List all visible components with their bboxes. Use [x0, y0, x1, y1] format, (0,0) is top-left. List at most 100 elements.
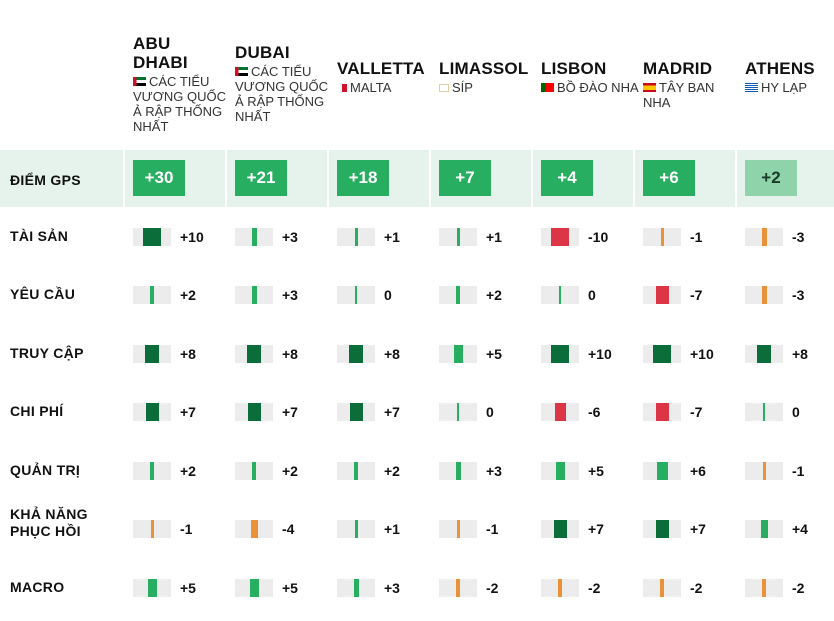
score-bar	[554, 403, 566, 421]
score-value: +8	[792, 346, 808, 362]
score-value: -7	[690, 287, 703, 303]
score-bar	[762, 579, 766, 597]
score-bar-track	[337, 579, 375, 597]
score-bar	[250, 520, 258, 538]
score-bar-track	[439, 403, 477, 421]
score-value: +2	[180, 287, 196, 303]
score-bar-track	[745, 520, 783, 538]
country-line: CÁC TIỂU VƯƠNG QUỐC Ả RẬP THỐNG NHẤT	[235, 64, 335, 124]
score-bar	[247, 403, 261, 421]
score-bar	[150, 286, 154, 304]
country-name: HY LẠP	[761, 80, 808, 95]
score-bar-track	[235, 579, 273, 597]
score-bar	[763, 403, 765, 421]
gps-column-separator	[633, 150, 635, 207]
score-bar	[251, 286, 257, 304]
score-bar-track	[337, 228, 375, 246]
score-bar	[354, 520, 358, 538]
country-name: CÁC TIỂU VƯƠNG QUỐC Ả RẬP THỐNG NHẤT	[133, 74, 227, 134]
score-value: +6	[690, 463, 706, 479]
score-bar	[349, 345, 363, 363]
score-bar-track	[745, 403, 783, 421]
city-name: LIMASSOL	[439, 59, 529, 78]
gps-score-badge: +6	[643, 160, 695, 196]
gps-column-separator	[225, 150, 227, 207]
score-bar-track	[337, 462, 375, 480]
score-bar	[761, 228, 767, 246]
score-value: +2	[486, 287, 502, 303]
row-label: YÊU CẦU	[10, 286, 76, 302]
score-value: -3	[792, 287, 805, 303]
score-bar-track	[541, 228, 579, 246]
score-bar	[555, 462, 565, 480]
score-bar	[655, 520, 669, 538]
score-bar-track	[643, 345, 681, 363]
column-header-5: LISBON BỒ ĐÀO NHA	[541, 59, 641, 95]
score-bar	[456, 579, 460, 597]
score-bar	[655, 403, 669, 421]
score-bar	[455, 462, 461, 480]
column-header-1: ABU DHABI CÁC TIỂU VƯƠNG QUỐC Ả RẬP THỐNG…	[133, 34, 233, 134]
cyprus-flag-icon	[439, 84, 449, 92]
score-bar-track	[643, 286, 681, 304]
score-value: -7	[690, 404, 703, 420]
score-bar-track	[337, 520, 375, 538]
score-value: +10	[180, 229, 204, 245]
city-name: MADRID	[643, 59, 713, 78]
score-value: -6	[588, 404, 601, 420]
score-value: +3	[282, 287, 298, 303]
score-bar	[150, 462, 154, 480]
score-bar-track	[235, 462, 273, 480]
country-name: BỒ ĐÀO NHA	[557, 80, 639, 95]
score-value: -1	[690, 229, 703, 245]
score-bar	[553, 520, 567, 538]
score-bar	[349, 403, 363, 421]
score-bar	[757, 345, 771, 363]
country-name: SÍP	[452, 80, 473, 95]
score-bar	[456, 286, 460, 304]
score-bar	[457, 403, 459, 421]
gps-column-separator	[429, 150, 431, 207]
column-header-2: DUBAI CÁC TIỂU VƯƠNG QUỐC Ả RẬP THỐNG NHẤ…	[235, 43, 335, 124]
score-value: +1	[384, 521, 400, 537]
score-bar	[145, 403, 159, 421]
score-bar	[145, 345, 159, 363]
score-value: -2	[588, 580, 601, 596]
spain-flag-icon	[643, 83, 656, 92]
score-value: -1	[792, 463, 805, 479]
score-value: +5	[588, 463, 604, 479]
score-value: +8	[384, 346, 400, 362]
score-bar	[653, 345, 671, 363]
country-line: BỒ ĐÀO NHA	[541, 80, 641, 95]
row-label: KHẢ NĂNG PHỤC HỒI	[10, 506, 88, 539]
score-value: +1	[384, 229, 400, 245]
score-bar-track	[439, 520, 477, 538]
score-bar	[251, 228, 257, 246]
score-value: -2	[486, 580, 499, 596]
score-bar	[660, 579, 664, 597]
city-name: DUBAI	[235, 43, 290, 62]
gps-score-badge: +4	[541, 160, 593, 196]
score-bar	[660, 228, 664, 246]
score-value: +7	[588, 521, 604, 537]
score-bar-track	[235, 520, 273, 538]
score-bar-track	[235, 403, 273, 421]
score-bar-track	[541, 286, 579, 304]
score-value: +7	[282, 404, 298, 420]
score-bar	[551, 345, 569, 363]
score-value: +7	[180, 404, 196, 420]
score-bar-track	[439, 228, 477, 246]
gps-column-separator	[123, 150, 125, 207]
malta-flag-icon	[337, 84, 347, 92]
city-name: ABU DHABI	[133, 34, 188, 72]
score-value: -10	[588, 229, 609, 245]
score-bar-track	[541, 462, 579, 480]
row-label: TRUY CẬP	[10, 345, 84, 361]
score-bar-track	[235, 345, 273, 363]
score-value: +3	[486, 463, 502, 479]
row-label: MACRO	[10, 579, 65, 595]
score-bar-track	[439, 345, 477, 363]
gps-score-badge: +18	[337, 160, 389, 196]
score-bar-track	[439, 286, 477, 304]
country-line: TÂY BAN NHA	[643, 80, 743, 110]
